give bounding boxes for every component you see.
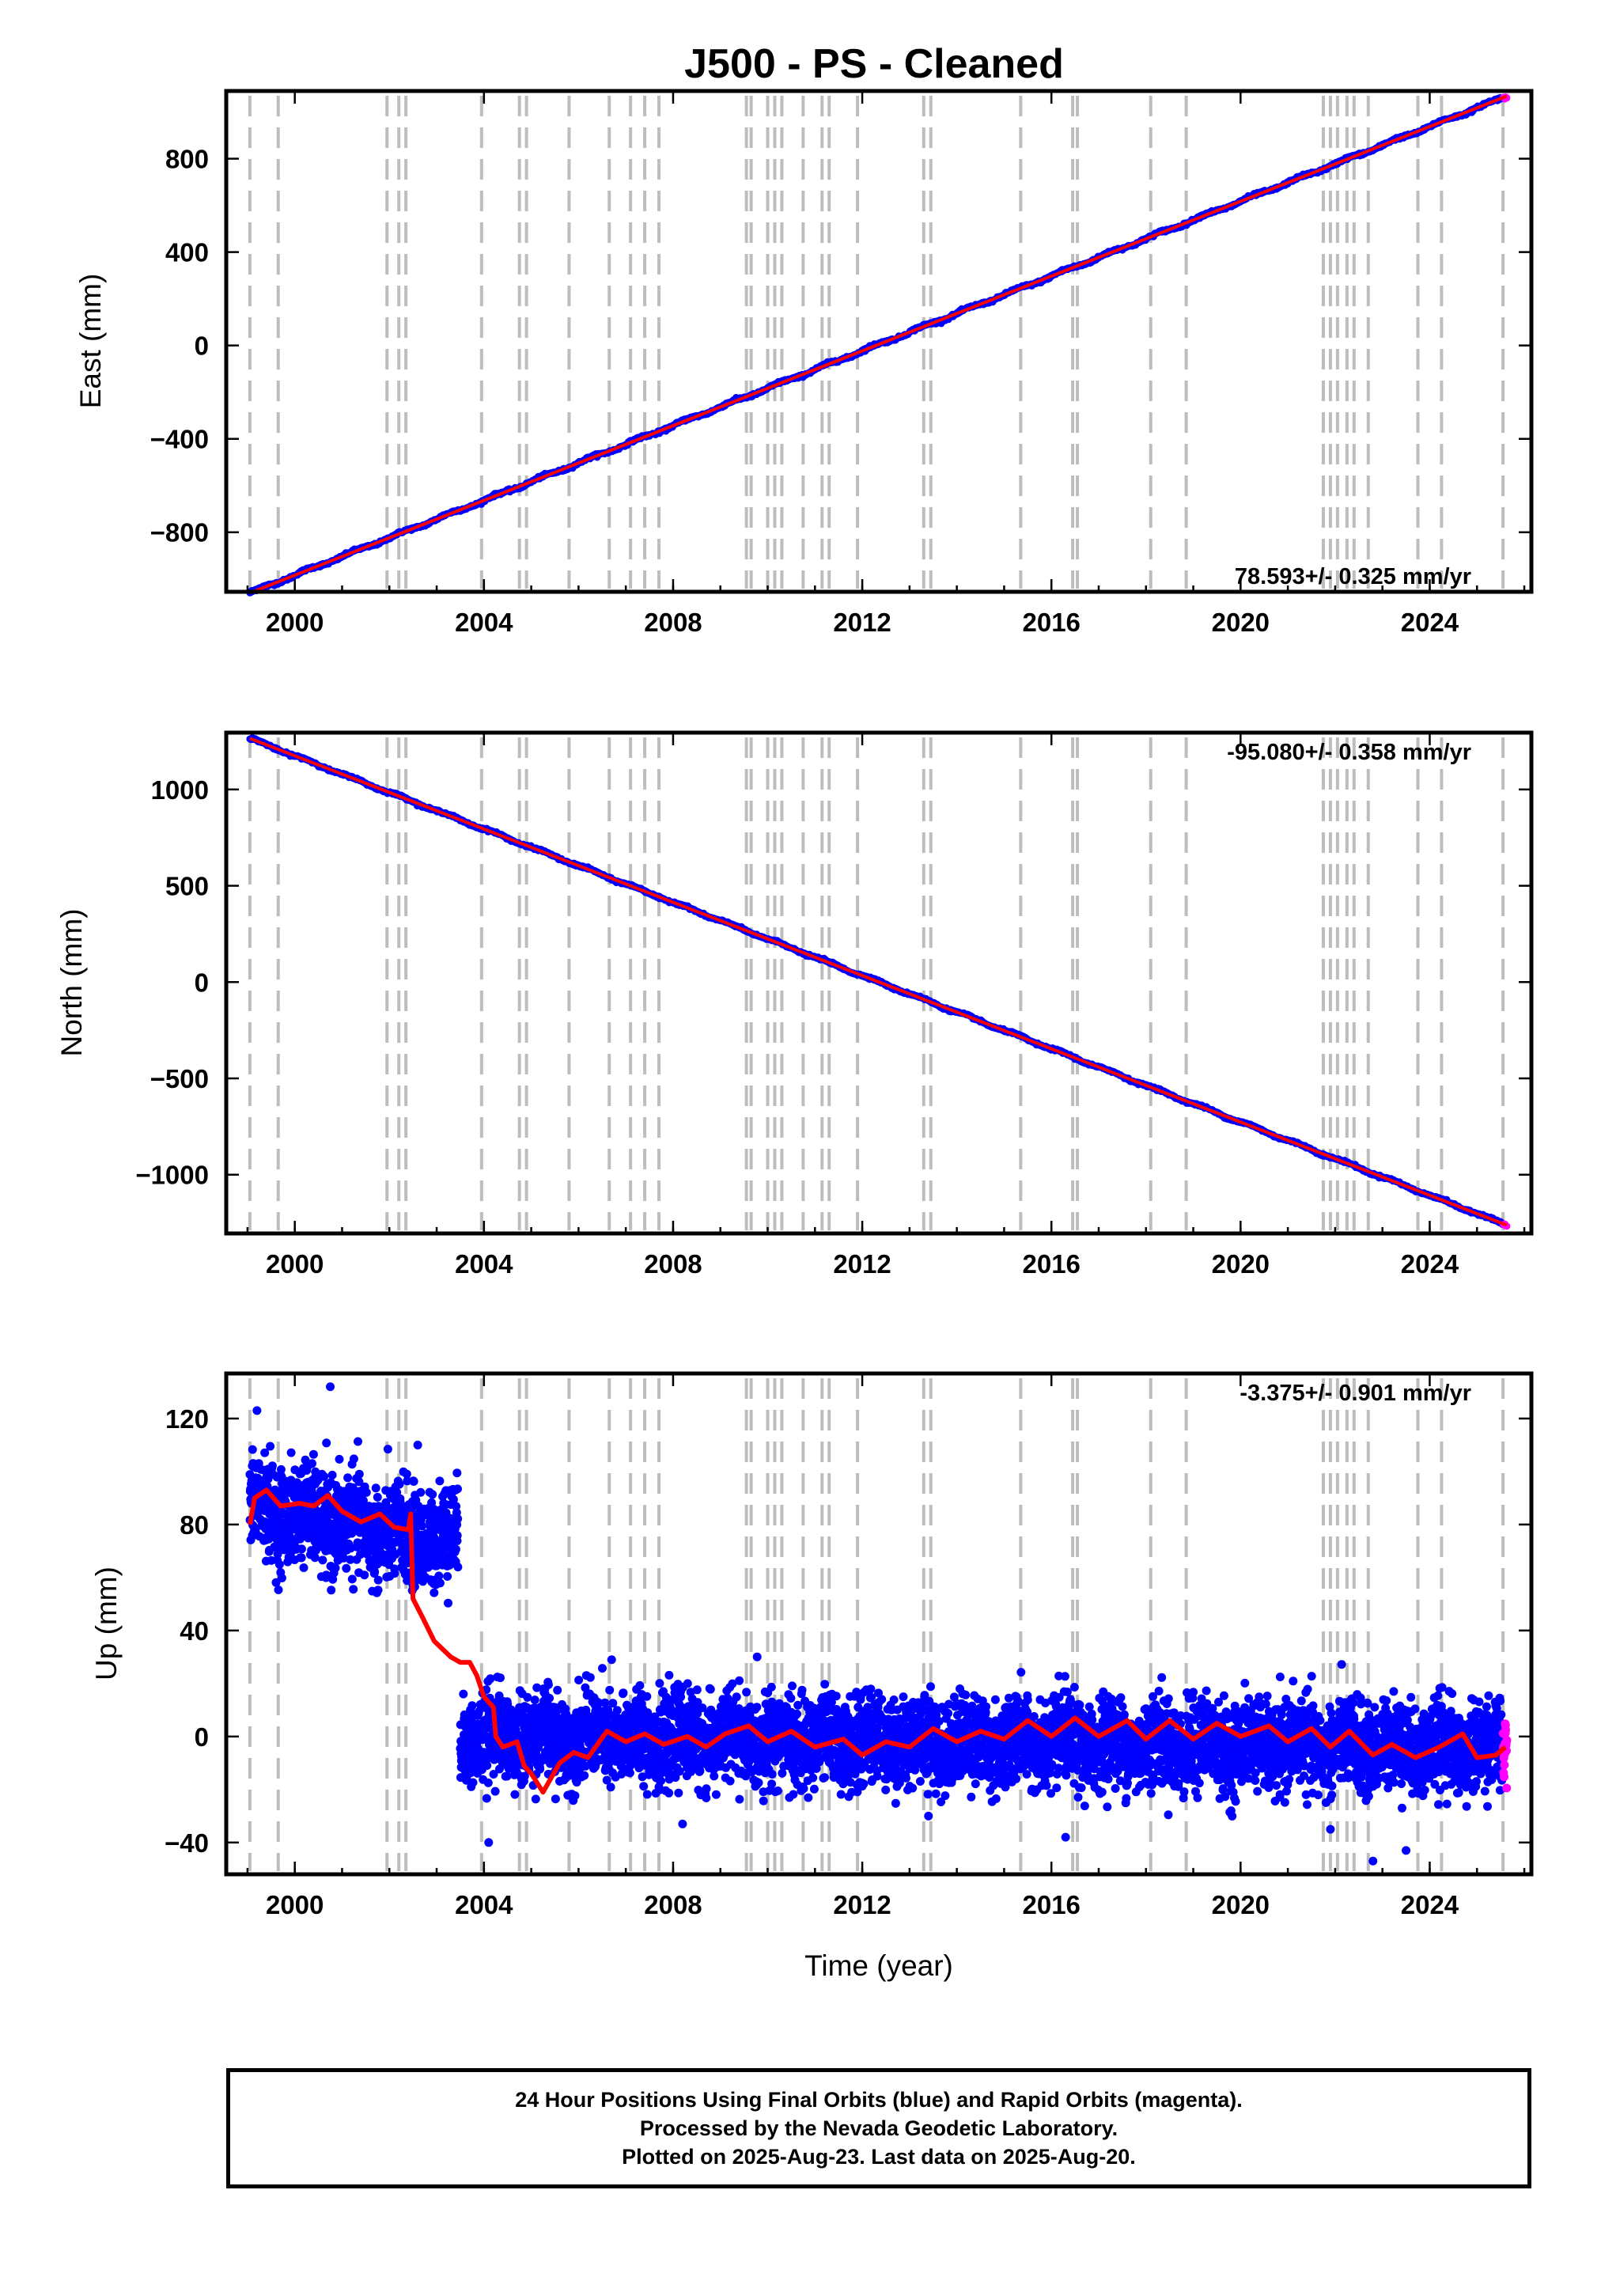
data-point <box>395 1480 404 1489</box>
data-point <box>274 1586 283 1594</box>
data-point <box>383 1445 392 1454</box>
east-axis-label: East (mm) <box>74 274 107 409</box>
data-point <box>361 1487 371 1497</box>
data-point <box>349 1454 358 1464</box>
y-tick-label: 0 <box>195 332 209 361</box>
data-point <box>274 1559 284 1569</box>
y-tick-label: −800 <box>150 518 209 547</box>
data-point <box>297 1544 306 1554</box>
x-tick-label: 2000 <box>266 1249 324 1279</box>
x-tick-label: 2016 <box>1022 608 1080 637</box>
data-point <box>267 1461 277 1471</box>
x-tick-label: 2008 <box>644 608 702 637</box>
x-tick-label: 2020 <box>1212 1249 1270 1279</box>
data-point <box>409 1477 418 1486</box>
data-point <box>354 1469 364 1479</box>
data-point <box>371 1483 380 1493</box>
y-tick-label: −400 <box>150 425 209 454</box>
data-point <box>373 1586 383 1595</box>
data-point <box>354 1437 362 1446</box>
x-tick-label: 2008 <box>644 1249 702 1279</box>
east-panel: 2000 2004 2008 2012 2016 2020 2024 −800 −400 0 400… <box>74 89 1534 637</box>
data-point <box>248 1445 257 1454</box>
north-panel: 2000 2004 2008 2012 2016 2020 2024 −1000 −500 0 50… <box>55 730 1534 1279</box>
data-point <box>390 1569 399 1578</box>
data-point <box>299 1563 308 1572</box>
data-point <box>373 1575 383 1585</box>
data-point <box>277 1574 286 1582</box>
data-point <box>373 1492 382 1502</box>
data-point <box>342 1563 351 1573</box>
data-point <box>308 1459 316 1468</box>
data-point <box>370 1567 380 1577</box>
x-tick-label: 2004 <box>455 1249 513 1279</box>
model-fit-line <box>249 94 1508 595</box>
data-point <box>327 1470 337 1480</box>
y-tick-label: 400 <box>165 238 209 267</box>
x-tick-label: 2000 <box>266 608 324 637</box>
y-tick-label: −500 <box>150 1064 209 1093</box>
x-tick-label: 2004 <box>455 608 513 637</box>
x-tick-label: 2024 <box>1401 1249 1459 1279</box>
data-point <box>343 1473 353 1483</box>
x-tick-label: 2016 <box>1022 1249 1080 1279</box>
x-tick-label: 2020 <box>1212 608 1270 637</box>
y-tick-label: 1000 <box>151 775 209 805</box>
data-point <box>286 1448 296 1457</box>
up-panel: 2000 2004 2008 2012 2016 2020 2024−4004080120 … <box>90 1371 1534 1982</box>
data-point <box>331 1563 340 1573</box>
final-orbit-points <box>245 1382 1508 1866</box>
x-tick-label: 2024 <box>1401 608 1459 637</box>
data-point <box>266 1442 275 1451</box>
y-tick-label: 800 <box>165 145 209 174</box>
model-fit-line <box>249 737 1508 1227</box>
x-tick-label: 2012 <box>833 1249 891 1279</box>
y-tick-label: 0 <box>195 968 209 997</box>
plot-title: J500 - PS - Cleaned <box>684 41 1064 87</box>
data-point <box>327 1586 336 1595</box>
data-point <box>297 1553 306 1563</box>
data-point <box>318 1555 327 1565</box>
y-tick-label: 500 <box>165 872 209 901</box>
x-tick-label: 2012 <box>833 608 891 637</box>
north-rate-label: -95.080+/- 0.358 mm/yr <box>1227 740 1471 765</box>
north-axis-label: North (mm) <box>55 908 88 1056</box>
data-point <box>320 1472 329 1481</box>
data-point <box>347 1574 357 1584</box>
data-point <box>308 1449 318 1459</box>
data-point <box>322 1438 331 1448</box>
data-point <box>360 1570 369 1580</box>
east-rate-label: 78.593+/- 0.325 mm/yr <box>1235 564 1471 589</box>
data-point <box>349 1585 358 1594</box>
y-tick-label: −1000 <box>135 1161 209 1190</box>
data-point <box>335 1454 344 1464</box>
